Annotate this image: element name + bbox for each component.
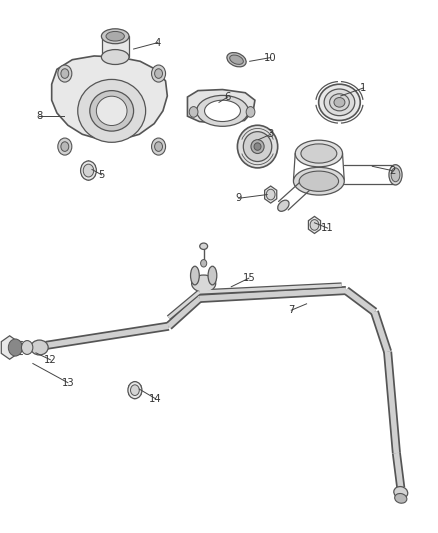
Polygon shape	[1, 336, 18, 359]
Circle shape	[61, 142, 69, 151]
Text: 1: 1	[360, 83, 367, 93]
Ellipse shape	[278, 200, 289, 211]
Ellipse shape	[295, 140, 343, 167]
Text: 11: 11	[321, 223, 334, 233]
Ellipse shape	[227, 53, 246, 67]
Ellipse shape	[251, 140, 264, 154]
Circle shape	[201, 260, 207, 267]
Ellipse shape	[230, 55, 244, 64]
Ellipse shape	[200, 243, 208, 249]
Text: 6: 6	[225, 92, 231, 102]
Ellipse shape	[394, 487, 408, 498]
Ellipse shape	[293, 167, 344, 195]
Circle shape	[58, 65, 72, 82]
Text: 10: 10	[265, 53, 277, 62]
Circle shape	[8, 339, 22, 356]
Circle shape	[189, 107, 198, 117]
Circle shape	[152, 65, 166, 82]
Text: 15: 15	[242, 273, 255, 283]
Circle shape	[131, 385, 139, 395]
Polygon shape	[265, 186, 277, 203]
Polygon shape	[187, 90, 255, 124]
Ellipse shape	[301, 144, 337, 163]
Polygon shape	[308, 216, 321, 233]
Ellipse shape	[243, 132, 272, 161]
Circle shape	[128, 382, 142, 399]
Text: 4: 4	[155, 38, 161, 47]
Text: 5: 5	[99, 170, 105, 180]
Text: 2: 2	[389, 166, 395, 175]
Ellipse shape	[78, 79, 145, 142]
Ellipse shape	[90, 91, 134, 131]
Circle shape	[152, 138, 166, 155]
Circle shape	[81, 161, 96, 180]
Ellipse shape	[197, 95, 248, 126]
Polygon shape	[129, 382, 141, 399]
Ellipse shape	[101, 50, 129, 64]
Circle shape	[246, 107, 255, 117]
Ellipse shape	[254, 143, 261, 150]
Ellipse shape	[101, 29, 129, 44]
Text: 7: 7	[288, 305, 294, 315]
Text: 8: 8	[36, 111, 42, 121]
Text: 9: 9	[236, 193, 242, 203]
Text: 3: 3	[268, 130, 274, 139]
Ellipse shape	[31, 340, 48, 355]
Ellipse shape	[391, 168, 400, 182]
Ellipse shape	[334, 98, 345, 107]
Ellipse shape	[191, 266, 199, 285]
Polygon shape	[81, 161, 95, 180]
Ellipse shape	[96, 96, 127, 126]
Circle shape	[155, 69, 162, 78]
Circle shape	[58, 138, 72, 155]
Ellipse shape	[9, 340, 22, 356]
Ellipse shape	[395, 494, 407, 503]
Ellipse shape	[237, 125, 278, 168]
Circle shape	[310, 220, 319, 230]
Ellipse shape	[324, 89, 355, 116]
Text: 14: 14	[149, 394, 162, 403]
Ellipse shape	[299, 171, 339, 191]
Polygon shape	[52, 56, 167, 140]
Ellipse shape	[208, 266, 217, 285]
Ellipse shape	[192, 275, 215, 292]
Circle shape	[266, 189, 275, 200]
Polygon shape	[102, 36, 129, 57]
Circle shape	[21, 341, 33, 354]
Text: 13: 13	[62, 378, 74, 387]
Circle shape	[61, 69, 69, 78]
Text: 12: 12	[44, 355, 57, 365]
Circle shape	[83, 164, 94, 177]
Ellipse shape	[205, 100, 240, 122]
Ellipse shape	[106, 31, 124, 41]
Ellipse shape	[389, 165, 402, 185]
Circle shape	[155, 142, 162, 151]
Ellipse shape	[318, 84, 360, 120]
Ellipse shape	[329, 94, 350, 111]
